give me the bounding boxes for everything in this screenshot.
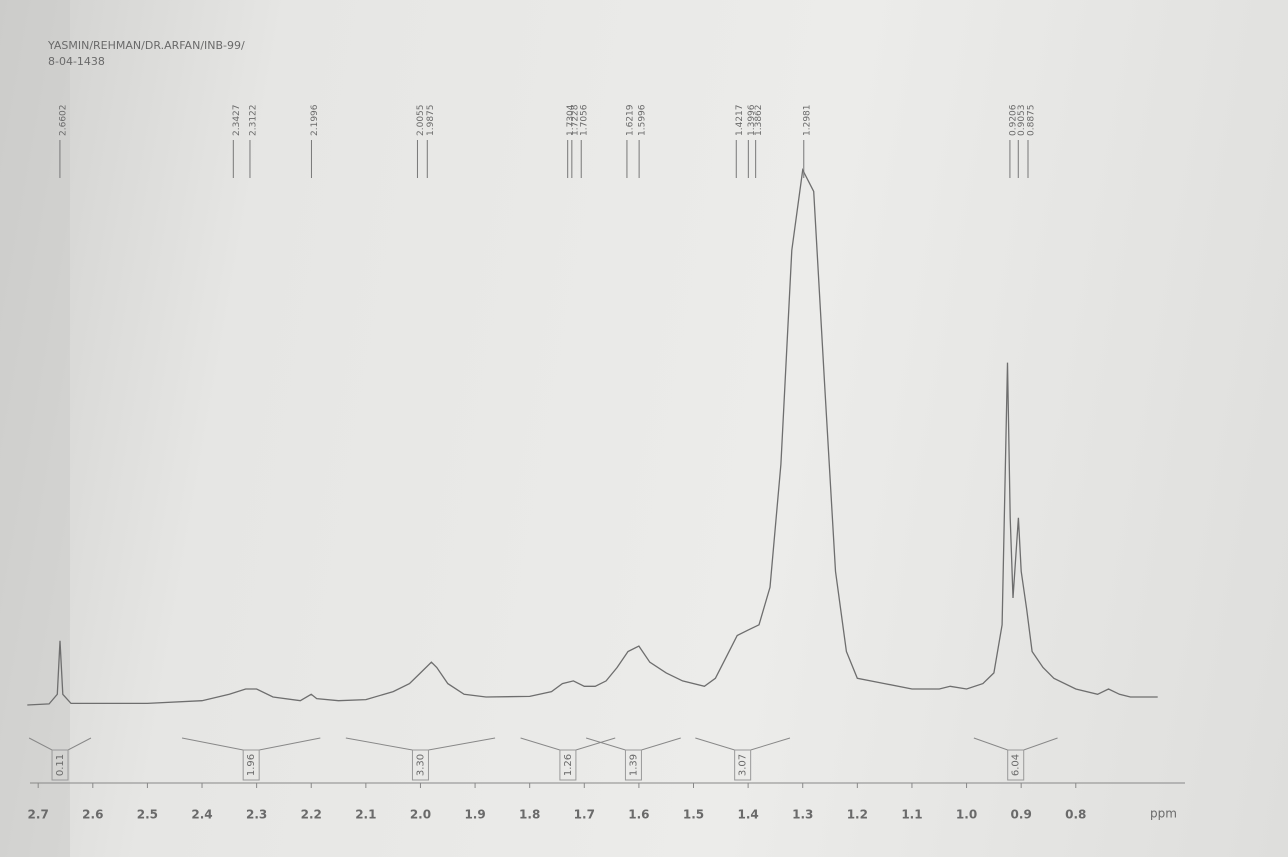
x-tick-label: 2.1 — [355, 808, 376, 822]
x-tick-label: 1.5 — [683, 808, 704, 822]
x-axis-label: ppm — [1150, 807, 1177, 821]
x-tick-label: 0.8 — [1065, 808, 1086, 822]
x-tick-label: 1.2 — [847, 808, 868, 822]
peak-label: 1.7228 — [570, 104, 580, 136]
integral-box — [559, 749, 577, 781]
x-tick-label: 1.1 — [901, 808, 922, 822]
x-tick-label: 1.8 — [519, 808, 540, 822]
x-tick-label: 2.0 — [410, 808, 431, 822]
integral-box — [734, 749, 752, 781]
peak-label: 2.0055 — [416, 105, 426, 137]
integral-bracket — [181, 737, 321, 751]
peak-label: 0.8875 — [1026, 105, 1036, 137]
x-tick-label: 2.7 — [28, 808, 49, 822]
peak-label: 1.7304 — [566, 104, 576, 136]
peak-label: 1.5996 — [638, 104, 648, 136]
integral-label: 1.26 — [563, 754, 574, 776]
x-tick-label: 1.9 — [464, 808, 485, 822]
peak-label: 1.7056 — [580, 104, 590, 136]
peak-label: 2.6602 — [58, 105, 68, 137]
x-tick-label: 2.6 — [82, 808, 103, 822]
peak-label: 1.6219 — [625, 104, 635, 136]
integral-box — [411, 749, 429, 781]
peak-label: 2.1996 — [310, 104, 320, 136]
integral-label: 0.11 — [55, 754, 66, 776]
integral-label: 3.30 — [415, 754, 426, 776]
integral-label: 1.96 — [246, 754, 257, 776]
integral-box — [51, 749, 69, 781]
integral-box — [624, 749, 642, 781]
shadow — [0, 0, 70, 857]
spectrum — [27, 167, 1158, 706]
peak-label: 2.3427 — [232, 105, 242, 137]
chart-title: YASMIN/REHMAN/DR.ARFAN/INB-99/ — [47, 39, 245, 52]
x-tick-label: 1.0 — [956, 808, 977, 822]
integral-box — [1007, 749, 1025, 781]
integral-bracket — [520, 737, 616, 751]
integral-label: 3.07 — [738, 754, 749, 776]
x-tick-label: 2.2 — [301, 808, 322, 822]
x-tick-label: 1.4 — [737, 808, 758, 822]
x-tick-label: 2.4 — [191, 808, 212, 822]
peak-label: 2.3122 — [248, 105, 258, 137]
x-tick-label: 0.9 — [1011, 808, 1032, 822]
peak-label: 1.3996 — [747, 104, 757, 136]
peak-label: 1.9875 — [426, 105, 436, 137]
x-tick-label: 2.3 — [246, 808, 267, 822]
integral-box — [242, 749, 260, 781]
chart-subtitle: 8-04-1438 — [48, 55, 105, 68]
x-tick-label: 1.3 — [792, 808, 813, 822]
peak-label: 1.3862 — [754, 105, 764, 137]
integral-bracket — [345, 737, 496, 751]
peak-label: 0.9206 — [1008, 104, 1018, 136]
integral-label: 1.39 — [628, 754, 639, 776]
peak-label: 1.4217 — [735, 105, 745, 137]
integral-bracket — [585, 737, 681, 751]
integral-bracket — [695, 737, 791, 751]
x-tick-label: 2.5 — [137, 808, 158, 822]
integral-label: 6.04 — [1011, 754, 1022, 776]
x-tick-label: 1.7 — [574, 808, 595, 822]
peak-label: 1.2981 — [802, 105, 812, 137]
integral-bracket — [973, 737, 1058, 751]
x-tick-label: 1.6 — [628, 808, 649, 822]
peak-label: 0.9053 — [1017, 105, 1027, 137]
